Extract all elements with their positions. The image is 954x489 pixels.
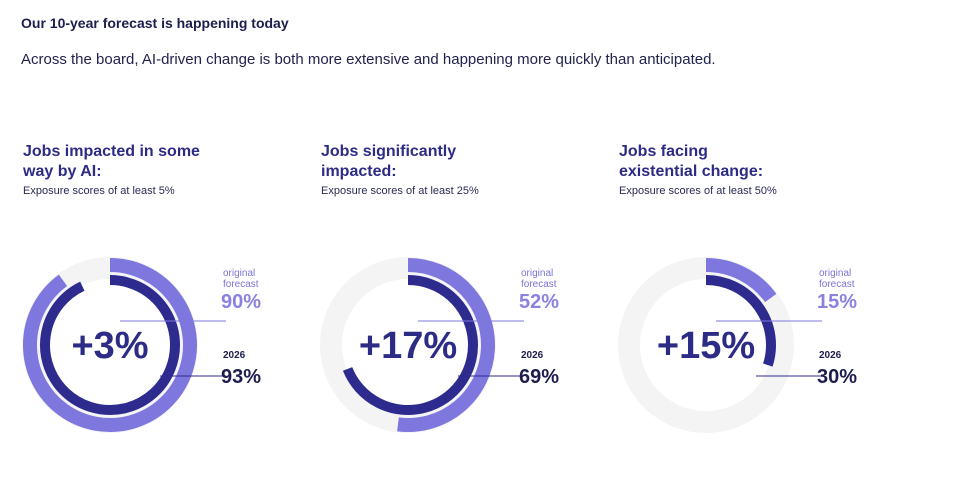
original-forecast-caption: original forecast xyxy=(223,268,259,290)
original-forecast-arc xyxy=(397,258,495,432)
current-arc xyxy=(342,275,478,415)
current-value: 93% xyxy=(221,366,262,388)
donut-chart: +15% xyxy=(618,257,822,433)
chart-panel-3: Jobs facing existential change: Exposure… xyxy=(617,142,917,442)
chart-title: Jobs significantly impacted: xyxy=(321,143,457,180)
chart-title: Jobs impacted in some way by AI: xyxy=(23,143,200,180)
donut-chart: +17% xyxy=(320,257,524,433)
original-forecast-caption: original forecast xyxy=(819,268,855,290)
current-value: 30% xyxy=(817,366,858,388)
chart-subtitle: Exposure scores of at least 5% xyxy=(23,185,175,197)
chart-subtitle: Exposure scores of at least 25% xyxy=(321,185,479,197)
current-value: 69% xyxy=(519,366,560,388)
chart-panel-1: Jobs impacted in some way by AI: Exposur… xyxy=(21,142,321,442)
original-forecast-value: 52% xyxy=(519,291,560,313)
page-subtitle: Across the board, AI-driven change is bo… xyxy=(21,51,716,68)
donut-chart: +3% xyxy=(22,257,226,433)
chart-subtitle: Exposure scores of at least 50% xyxy=(619,185,777,197)
page-title: Our 10-year forecast is happening today xyxy=(21,15,289,31)
center-delta-label: +17% xyxy=(359,325,457,367)
original-forecast-value: 15% xyxy=(817,291,858,313)
current-arc xyxy=(40,275,180,415)
chart-panel-2: Jobs significantly impacted: Exposure sc… xyxy=(319,142,619,442)
current-caption: 2026 xyxy=(521,350,544,361)
center-delta-label: +3% xyxy=(71,325,148,367)
original-forecast-arc xyxy=(705,258,777,303)
original-forecast-arc xyxy=(23,258,197,432)
original-forecast-caption: original forecast xyxy=(521,268,557,290)
current-caption: 2026 xyxy=(223,350,246,361)
center-delta-label: +15% xyxy=(657,325,755,367)
original-forecast-value: 90% xyxy=(221,291,262,313)
chart-title: Jobs facing existential change: xyxy=(619,143,764,180)
current-arc xyxy=(705,275,776,367)
current-caption: 2026 xyxy=(819,350,842,361)
